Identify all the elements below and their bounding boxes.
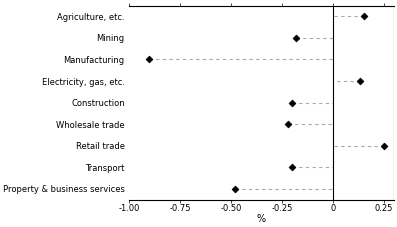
X-axis label: %: %	[257, 214, 266, 224]
